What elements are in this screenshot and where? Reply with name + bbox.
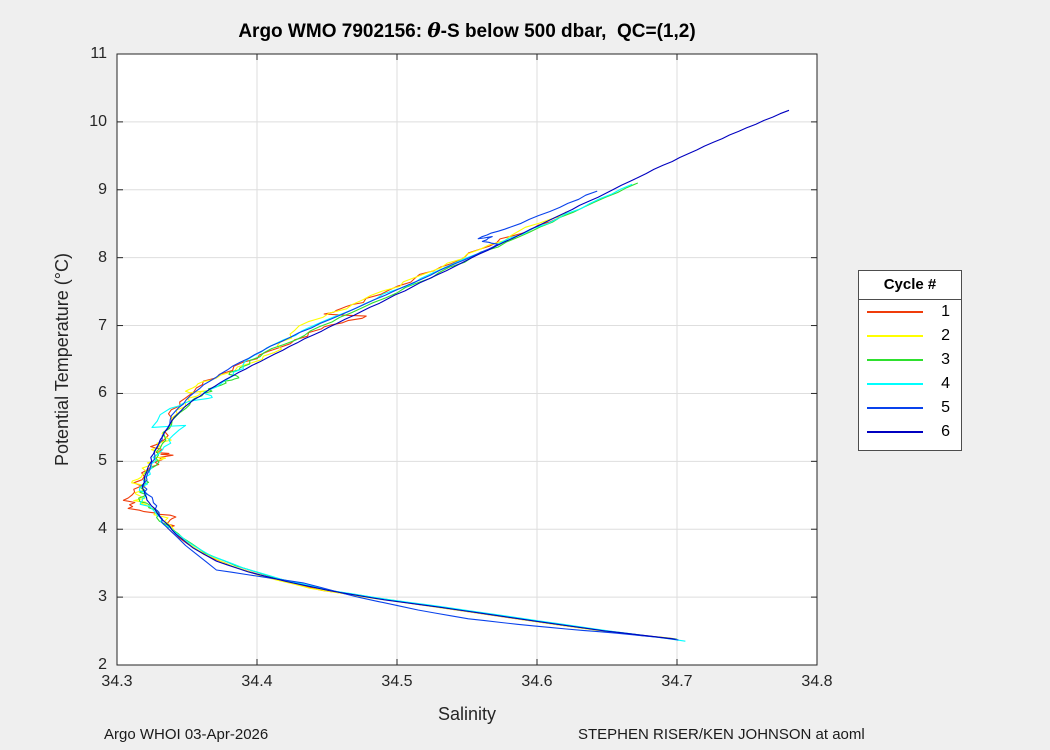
x-axis-label: Salinity <box>437 704 497 724</box>
x-tick-label: 34.6 <box>521 673 553 690</box>
legend-label: 1 <box>941 303 950 320</box>
legend-item: 5 <box>859 396 961 420</box>
legend: Cycle # 1 2 3 4 5 6 <box>858 270 962 451</box>
legend-label: 3 <box>941 351 950 368</box>
y-tick-label: 3 <box>98 588 107 606</box>
legend-line-sample <box>867 431 923 433</box>
y-tick-label: 8 <box>98 248 107 266</box>
legend-body: 1 2 3 4 5 6 <box>859 300 961 444</box>
footer-credit-right: STEPHEN RISER/KEN JOHNSON at aoml <box>578 726 865 743</box>
chart-title-prefix: Argo WMO 7902156: <box>238 21 428 42</box>
legend-item: 4 <box>859 372 961 396</box>
y-tick-label: 4 <box>98 520 107 538</box>
legend-item: 6 <box>859 420 961 444</box>
legend-item: 3 <box>859 348 961 372</box>
theta-symbol: θ <box>427 18 441 42</box>
y-tick-label: 7 <box>98 316 107 334</box>
legend-line-sample <box>867 311 923 313</box>
y-tick-label: 9 <box>98 180 107 198</box>
x-tick-label: 34.4 <box>241 673 273 690</box>
legend-item: 1 <box>859 300 961 324</box>
legend-label: 6 <box>941 423 950 440</box>
legend-item: 2 <box>859 324 961 348</box>
legend-label: 2 <box>941 327 950 344</box>
y-tick-label: 11 <box>90 45 107 62</box>
legend-line-sample <box>867 335 923 337</box>
legend-line-sample <box>867 407 923 409</box>
x-tick-label: 34.3 <box>101 673 133 690</box>
axes-box <box>116 53 818 666</box>
y-tick-label: 10 <box>89 112 107 130</box>
legend-line-sample <box>867 383 923 385</box>
legend-label: 4 <box>941 375 950 392</box>
chart-title: Argo WMO 7902156: θ-S below 500 dbar, QC… <box>117 17 817 43</box>
chart-title-suffix: -S below 500 dbar, QC=(1,2) <box>440 21 696 42</box>
y-tick-label: 6 <box>98 384 107 402</box>
tick-marks <box>116 53 818 666</box>
footer-credit-left: Argo WHOI 03-Apr-2026 <box>104 726 269 743</box>
legend-line-sample <box>867 359 923 361</box>
y-tick-label: 2 <box>98 656 107 673</box>
x-tick-label: 34.7 <box>661 673 693 690</box>
series-lines <box>122 109 790 642</box>
plot-area <box>117 54 817 665</box>
y-axis-label: Potential Temperature (°C) <box>52 253 72 466</box>
x-tick-label: 34.8 <box>801 673 833 690</box>
cycle-6-line <box>141 109 790 640</box>
x-tick-label: 34.5 <box>381 673 413 690</box>
y-tick-label: 5 <box>98 452 107 470</box>
legend-label: 5 <box>941 399 950 416</box>
legend-title: Cycle # <box>859 271 961 300</box>
